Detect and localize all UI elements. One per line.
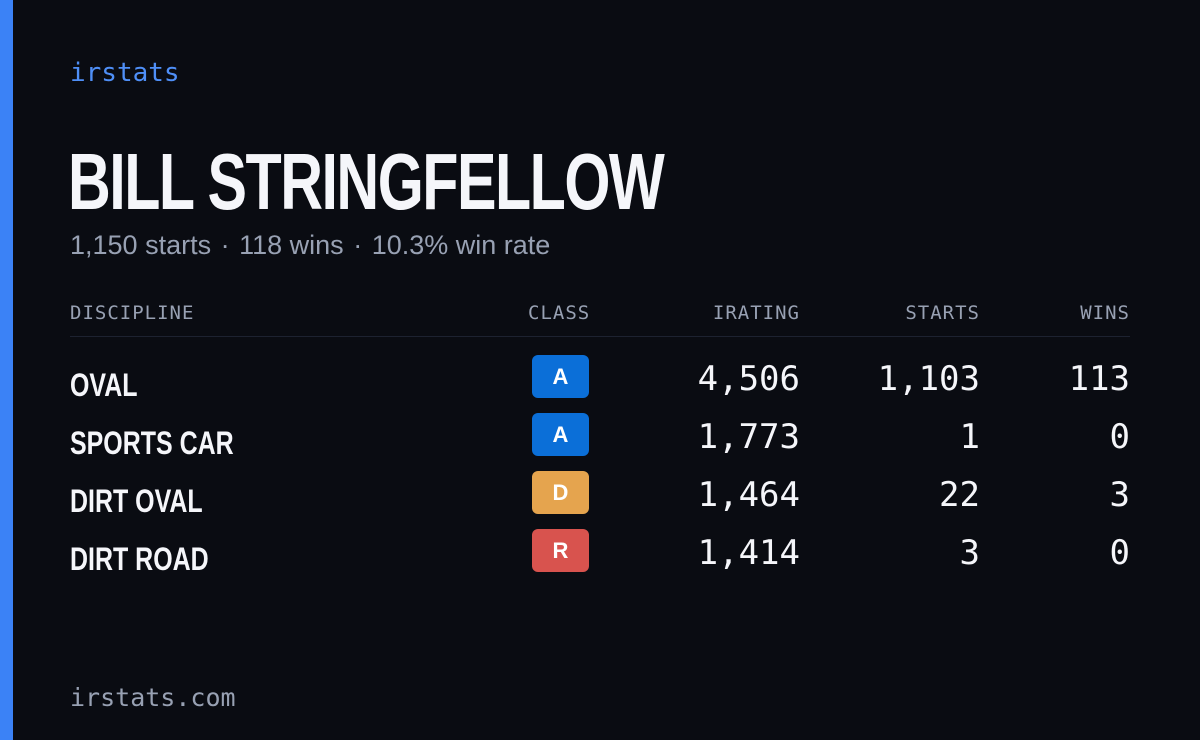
irating-value: 1,773 [697, 417, 800, 457]
table-row: OVAL A 4,506 1,103 113 [70, 355, 1130, 413]
summary-separator: · [220, 230, 230, 260]
starts-value: 3 [959, 533, 980, 573]
table-header: DISCIPLINE CLASS IRATING STARTS WINS [70, 296, 1130, 337]
irating-value: 1,464 [697, 475, 800, 515]
irating-value: 4,506 [697, 359, 800, 399]
table-row: DIRT OVAL D 1,464 22 3 [70, 471, 1130, 529]
class-badge: A [532, 413, 589, 456]
class-badge: D [532, 471, 589, 514]
driver-name: BILL STRINGFELLOW [68, 137, 665, 226]
wins-value: 0 [1109, 417, 1130, 457]
column-header-wins: WINS [1080, 302, 1130, 324]
driver-summary: 1,150 starts · 118 wins · 10.3% win rate [70, 228, 550, 262]
irating-value: 1,414 [697, 533, 800, 573]
column-header-starts: STARTS [905, 302, 980, 324]
brand-logo[interactable]: irstats [70, 58, 180, 88]
wins-value: 3 [1109, 475, 1130, 515]
table-body: OVAL A 4,506 1,103 113 SPORTS CAR A 1,77… [70, 355, 1130, 587]
class-badge: R [532, 529, 589, 572]
wins-value: 0 [1109, 533, 1130, 573]
footer-url[interactable]: irstats.com [70, 683, 236, 712]
starts-value: 22 [939, 475, 980, 515]
class-badge: A [532, 355, 589, 398]
column-header-irating: IRATING [712, 302, 800, 324]
column-header-class: CLASS [528, 302, 591, 324]
starts-value: 1,103 [877, 359, 980, 399]
table-row: SPORTS CAR A 1,773 1 0 [70, 413, 1130, 471]
discipline-name: OVAL [70, 367, 138, 403]
discipline-name: SPORTS CAR [70, 425, 234, 461]
discipline-name: DIRT ROAD [70, 541, 209, 577]
discipline-name: DIRT OVAL [70, 483, 203, 519]
starts-value: 1 [959, 417, 980, 457]
summary-starts: 1,150 starts [70, 230, 212, 260]
discipline-stats-table: DISCIPLINE CLASS IRATING STARTS WINS OVA… [70, 296, 1130, 587]
wins-value: 113 [1068, 359, 1130, 399]
summary-wins: 118 wins [239, 230, 344, 260]
accent-bar [0, 0, 13, 740]
table-row: DIRT ROAD R 1,414 3 0 [70, 529, 1130, 587]
summary-win-rate: 10.3% win rate [371, 230, 551, 260]
summary-separator: · [353, 230, 363, 260]
column-header-discipline: DISCIPLINE [70, 302, 195, 324]
